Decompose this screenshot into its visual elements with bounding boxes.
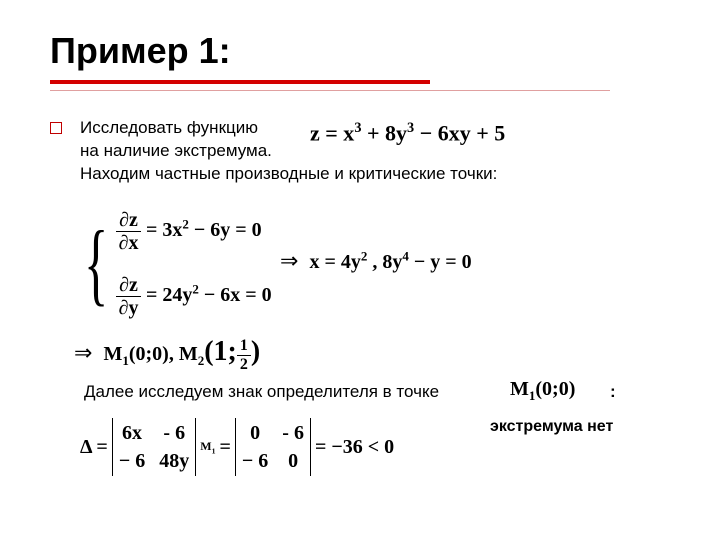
text-line-1: Исследовать функцию: [80, 118, 258, 137]
critical-points: M 1 (0;0), M 2(1;12): [74, 336, 260, 373]
pt-m2: M: [179, 343, 198, 365]
slide: Пример 1: Исследовать функцию на наличие…: [0, 0, 720, 540]
det-final: = −36 < 0: [315, 436, 394, 459]
frac-num-2: ∂z: [116, 275, 141, 297]
sys2-a: = 24y: [141, 284, 192, 306]
fraction-half: 12: [237, 338, 251, 373]
det-matrix-1: 6x - 6 − 6 48y: [112, 418, 196, 476]
sys1-b: − 6y = 0: [189, 219, 262, 241]
title-underline-thin: [50, 90, 610, 91]
m1a-p: (0;0): [535, 378, 575, 400]
half-num: 1: [237, 338, 251, 356]
text-line-3: Находим частные производные и критически…: [80, 164, 497, 183]
system-lines: ∂z∂x = 3x2 − 6y = 0 ∂z∂y = 24y2 − 6x = 0: [116, 210, 271, 318]
eq-p3: − 6xy + 5: [414, 120, 505, 145]
conclusion-text: экстремума нет: [490, 418, 613, 436]
det1-d: 48y: [159, 448, 189, 474]
det2-d: 0: [282, 448, 304, 474]
det-sub: M1: [200, 439, 215, 455]
determinant-calc: Δ = 6x - 6 − 6 48y M1 = 0 - 6 − 6 0 = −3…: [80, 418, 394, 476]
det1-c: − 6: [119, 448, 145, 474]
eq-p2: + 8y: [361, 120, 407, 145]
det-eq1: =: [219, 436, 230, 459]
equation-system: { ∂z∂x = 3x2 − 6y = 0 ∂z∂y = 24y2 − 6x =…: [74, 210, 272, 318]
pt-m2-post: ): [251, 336, 260, 367]
sys2-b: − 6x = 0: [199, 284, 272, 306]
brace-icon: {: [84, 227, 108, 301]
frac-den-2: ∂y: [119, 297, 139, 318]
pt-m1: M: [103, 343, 122, 365]
res-c: − y = 0: [409, 251, 472, 273]
point-m1-again: M1(0;0): [510, 378, 575, 404]
derived-equations: x = 4y2 , 8y4 − y = 0: [280, 248, 472, 274]
main-equation: z = x3 + 8y3 − 6xy + 5: [310, 120, 505, 146]
det1-a: 6x: [119, 420, 145, 446]
determinant-intro-text: Далее исследуем знак определителя в точк…: [84, 382, 439, 402]
delta-label: Δ =: [80, 436, 108, 459]
pt-m1-p: (0;0): [129, 343, 169, 365]
text-line-2: на наличие экстремума.: [80, 141, 272, 160]
half-den: 2: [240, 356, 248, 373]
fraction-dzdy: ∂z∂y: [116, 275, 141, 318]
res-a: x = 4y: [309, 251, 360, 273]
frac-den: ∂x: [119, 232, 139, 253]
det1-b: - 6: [159, 420, 189, 446]
sys1-a: = 3x: [141, 219, 182, 241]
res-b: , 8y: [367, 251, 402, 273]
fraction-dzdx: ∂z∂x: [116, 210, 141, 253]
frac-num: ∂z: [116, 210, 141, 232]
system-line-2: ∂z∂y = 24y2 − 6x = 0: [116, 275, 271, 318]
title-underline-thick: [50, 80, 430, 84]
det2-b: - 6: [282, 420, 304, 446]
det2-c: − 6: [242, 448, 268, 474]
det-matrix-2: 0 - 6 − 6 0: [235, 418, 311, 476]
det2-a: 0: [242, 420, 268, 446]
eq-lhs: z = x: [310, 120, 354, 145]
slide-title: Пример 1:: [50, 30, 670, 72]
pt-m2-pre: (1;: [204, 336, 237, 367]
m1a-m: M: [510, 378, 529, 400]
system-line-1: ∂z∂x = 3x2 − 6y = 0: [116, 210, 271, 253]
pt-sep: ,: [169, 343, 174, 365]
colon-text: :: [610, 382, 616, 402]
bullet-icon: [50, 122, 62, 134]
